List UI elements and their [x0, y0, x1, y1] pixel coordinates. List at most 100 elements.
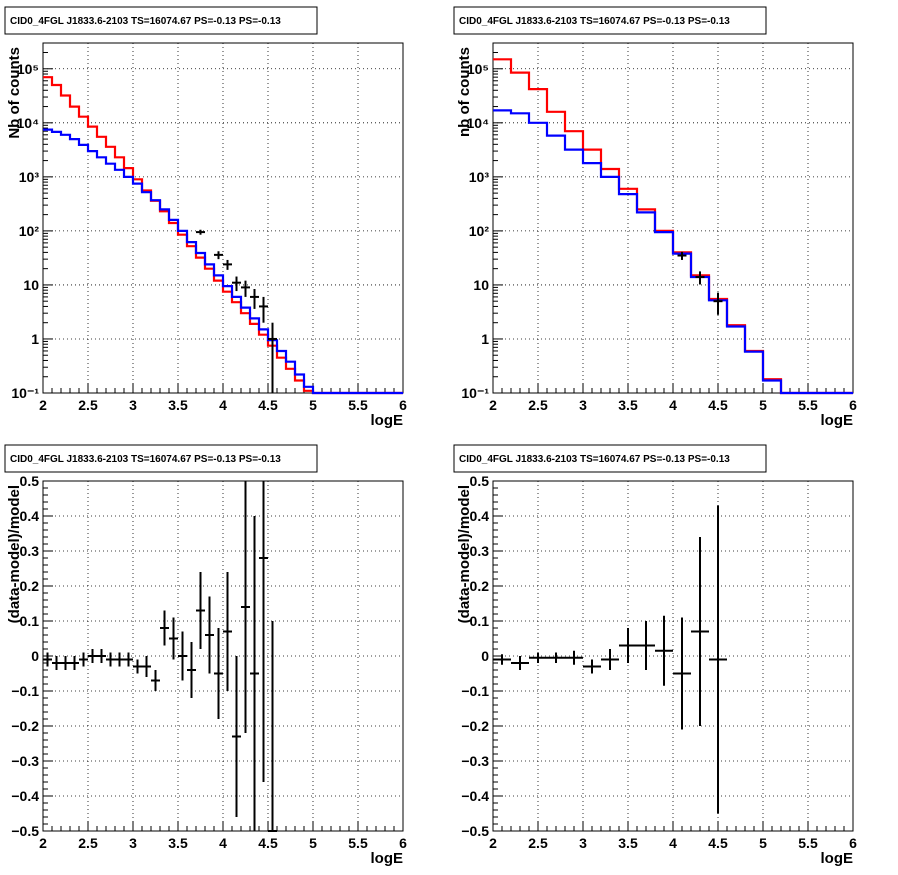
data-point	[268, 621, 277, 832]
y-axis-label: (data-model)/model	[6, 485, 23, 623]
x-tick-label: 4.5	[258, 397, 278, 413]
data-point	[61, 656, 70, 670]
x-tick-label: 2.5	[528, 835, 548, 851]
x-axis-label: logE	[821, 412, 854, 429]
data-point	[493, 654, 511, 665]
data-point	[259, 481, 268, 782]
data-point	[115, 652, 124, 667]
data-point	[214, 628, 223, 719]
x-tick-label: 2.5	[78, 835, 98, 851]
x-tick-label: 4.5	[708, 835, 728, 851]
data-point	[205, 596, 214, 674]
data-point	[223, 572, 232, 691]
spectrum-left-panel: CID0_4FGL J1833.6-2103 TS=16074.67 PS=-0…	[4, 6, 407, 429]
data-point	[529, 652, 547, 663]
y-tick-label: 0.5	[470, 473, 490, 489]
x-tick-label: 5	[309, 397, 317, 413]
x-tick-label: 6	[399, 835, 407, 851]
y-tick-label: 0.2	[20, 578, 40, 594]
x-tick-label: 4.5	[258, 835, 278, 851]
series-line-blue	[43, 128, 403, 395]
y-tick-label: 10⁵	[17, 61, 39, 77]
data-point	[268, 322, 277, 393]
plot-frame	[492, 42, 854, 394]
data-point	[79, 652, 88, 667]
y-tick-label: −0.5	[11, 823, 39, 839]
x-tick-label: 4.5	[708, 397, 728, 413]
x-tick-label: 2.5	[78, 397, 98, 413]
y-tick-label: 1	[481, 331, 489, 347]
y-axis: −0.5 −0.4 −0.3 −0.2 −0.1 0 0.1 0.2 0.3 0.4 0.5(dat…	[456, 473, 853, 839]
y-tick-label: 10³	[19, 169, 40, 185]
x-tick-label: 3	[129, 397, 137, 413]
x-tick-label: 3.5	[618, 835, 638, 851]
chart-title: CID0_4FGL J1833.6-2103 TS=16074.67 PS=-0…	[10, 16, 281, 27]
y-tick-label: 0.3	[20, 543, 40, 559]
x-tick-label: 6	[399, 397, 407, 413]
data-point	[160, 610, 169, 646]
data-point	[713, 292, 723, 315]
data-point	[709, 505, 727, 814]
data-point	[547, 652, 565, 663]
x-axis-label: logE	[821, 850, 854, 867]
y-tick-label: −0.1	[11, 683, 39, 699]
chart-title: CID0_4FGL J1833.6-2103 TS=16074.67 PS=-0…	[459, 454, 730, 465]
x-tick-label: 4	[219, 835, 227, 851]
data-point	[97, 649, 106, 663]
y-tick-label: 0.4	[470, 508, 490, 524]
data-point	[637, 621, 655, 670]
data-point	[70, 656, 79, 670]
x-tick-label: 6	[849, 835, 857, 851]
y-tick-label: −0.2	[461, 718, 489, 734]
residual-right-panel: CID0_4FGL J1833.6-2103 TS=16074.67 PS=-0…	[453, 444, 857, 867]
y-tick-label: −0.4	[461, 788, 489, 804]
data-point	[214, 251, 223, 260]
data-point	[619, 628, 637, 663]
x-tick-label: 5	[759, 835, 767, 851]
x-tick-label: 6	[849, 397, 857, 413]
data-point	[241, 481, 250, 733]
y-tick-label: 10	[473, 277, 489, 293]
y-tick-label: 10⁻¹	[461, 385, 489, 401]
x-tick-label: 2.5	[528, 397, 548, 413]
y-tick-label: 10⁵	[467, 61, 489, 77]
y-tick-label: −0.3	[11, 753, 39, 769]
x-tick-label: 5.5	[348, 397, 368, 413]
data-points	[43, 481, 277, 832]
y-axis-label: Nb of counts	[6, 47, 23, 139]
data-point	[196, 229, 205, 235]
data-point	[124, 652, 133, 667]
x-tick-label: 2	[489, 835, 497, 851]
y-tick-label: 10³	[469, 169, 490, 185]
y-tick-label: 10²	[469, 223, 490, 239]
x-tick-label: 5	[309, 835, 317, 851]
x-axis-label: logE	[371, 412, 404, 429]
y-tick-label: 0.5	[20, 473, 40, 489]
y-tick-label: 0.1	[20, 613, 40, 629]
data-point	[142, 656, 151, 677]
data-point	[106, 652, 115, 667]
data-point	[511, 656, 529, 670]
x-axis-label: logE	[371, 850, 404, 867]
data-point	[169, 617, 178, 660]
x-tick-label: 3.5	[168, 397, 188, 413]
x-tick-label: 3	[129, 835, 137, 851]
series-line-blue	[493, 109, 853, 395]
data-point	[250, 516, 259, 831]
residual-left-panel: CID0_4FGL J1833.6-2103 TS=16074.67 PS=-0…	[4, 444, 407, 867]
data-point	[133, 659, 142, 674]
y-tick-label: 0.3	[470, 543, 490, 559]
plot-frame	[42, 42, 404, 394]
x-tick-label: 3.5	[168, 835, 188, 851]
x-tick-label: 5.5	[348, 835, 368, 851]
chart-title: CID0_4FGL J1833.6-2103 TS=16074.67 PS=-0…	[10, 454, 281, 465]
data-point	[43, 652, 52, 667]
data-point	[196, 572, 205, 649]
y-tick-label: 10	[23, 277, 39, 293]
y-axis-label: (data-model)/model	[456, 485, 473, 623]
y-axis-label: nb of counts	[456, 47, 473, 137]
